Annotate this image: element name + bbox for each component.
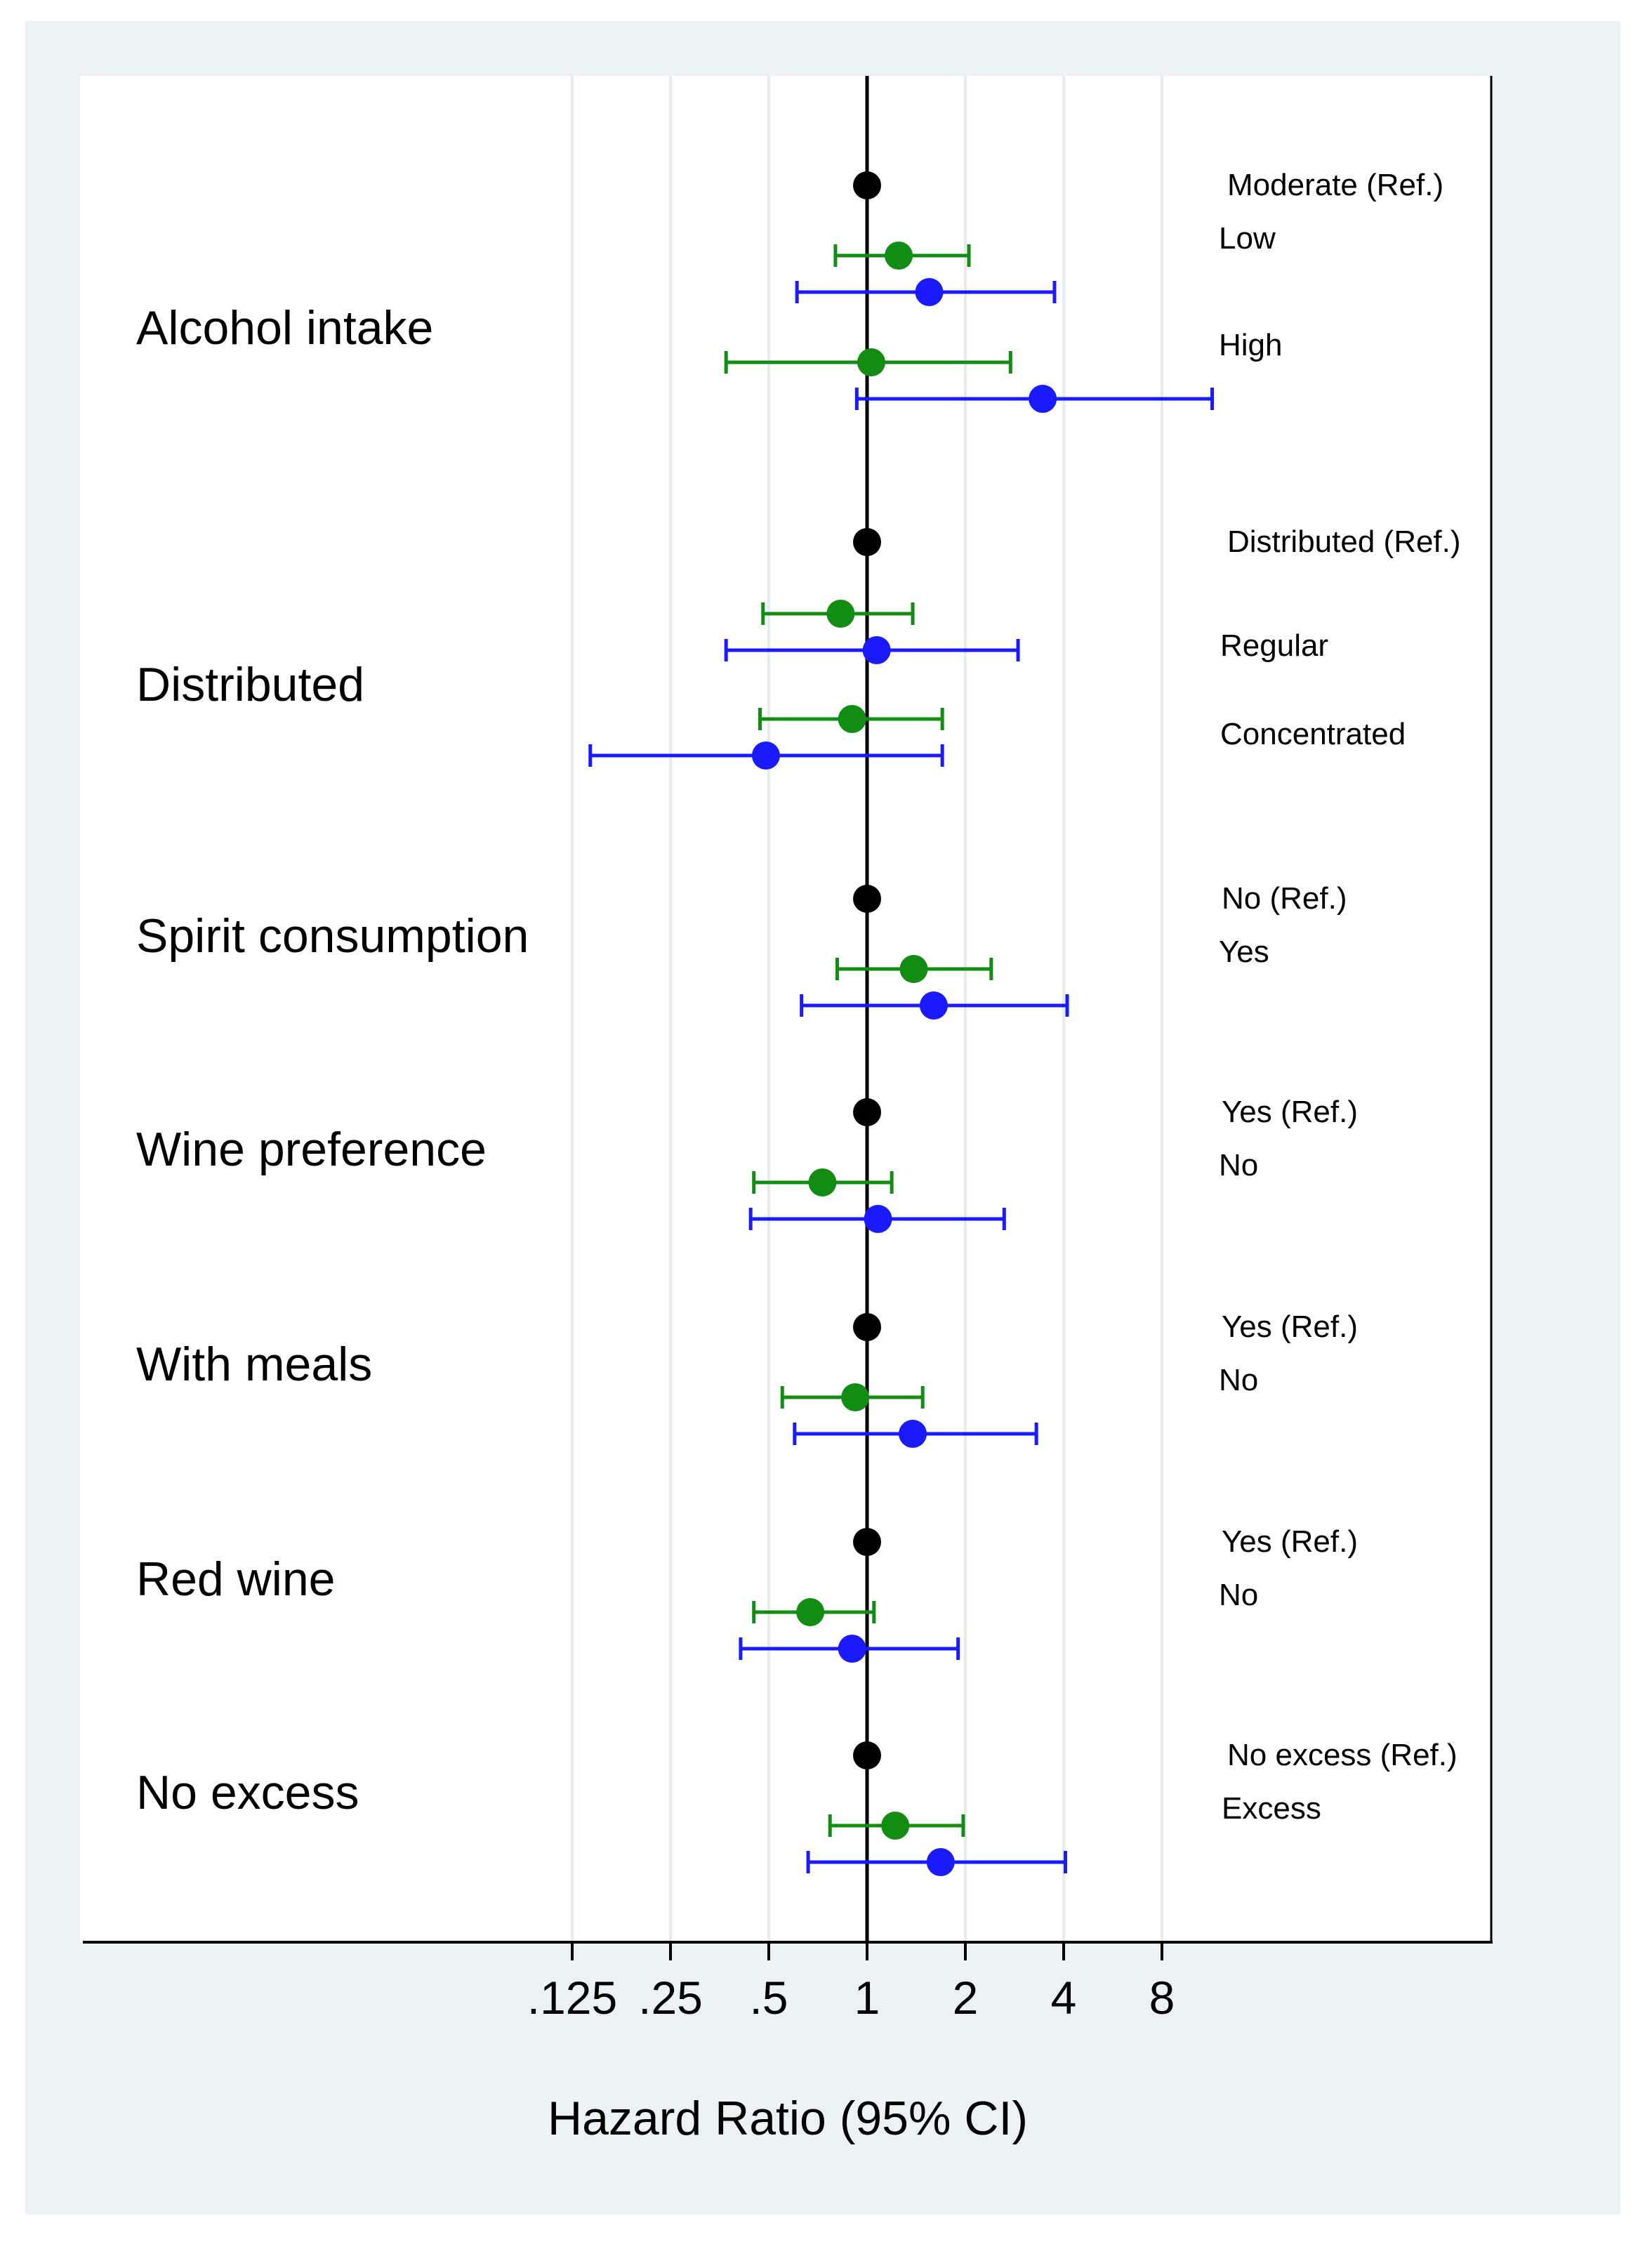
x-tick-label: 1 (854, 1972, 880, 2024)
x-axis-ticks: .125 .25 .5 1 2 4 8 (527, 1942, 1175, 2024)
level-label: No (1219, 1148, 1258, 1182)
x-tick-label: .125 (527, 1972, 617, 2024)
x-axis-title: Hazard Ratio (95% CI) (548, 2092, 1028, 2145)
level-label: High (1219, 328, 1283, 362)
point-reference-yes-ref (853, 1528, 881, 1556)
level-label: Regular (1220, 628, 1328, 663)
point-reference-distributed-ref (853, 528, 881, 556)
level-label: No (Ref.) (1222, 881, 1347, 916)
level-label: Excess (1222, 1791, 1321, 1826)
point-green-regular (826, 600, 855, 628)
point-green-low (885, 242, 913, 270)
point-reference-yes-ref (853, 1098, 881, 1126)
group-label: Distributed (136, 658, 364, 711)
point-blue-yes (919, 991, 948, 1020)
row-labels: Alcohol intake Moderate (Ref.) Low High Dist… (136, 168, 1461, 1826)
x-tick-label: .5 (749, 1972, 788, 2024)
point-reference-moderate-ref (853, 171, 881, 199)
level-label: Distributed (Ref.) (1227, 525, 1461, 559)
point-green-no (808, 1168, 837, 1196)
point-blue-no (864, 1205, 892, 1233)
point-green-concentrated (838, 705, 866, 733)
point-green-no (841, 1383, 870, 1411)
x-tick-label: 4 (1051, 1972, 1077, 2024)
point-green-yes (899, 955, 928, 983)
x-tick-label: 2 (953, 1972, 979, 2024)
level-label: Yes (Ref.) (1222, 1310, 1358, 1344)
estimates (588, 171, 1215, 1876)
point-blue-low (915, 278, 944, 306)
point-reference-no-excess-ref (853, 1741, 881, 1769)
point-blue-high (1029, 385, 1057, 413)
plot-area (80, 76, 1491, 1942)
group-label: Wine preference (136, 1123, 487, 1176)
level-label: Yes (1219, 935, 1269, 969)
point-blue-concentrated (751, 741, 780, 770)
level-label: No (1219, 1578, 1258, 1612)
point-blue-no (899, 1420, 927, 1448)
group-label: Spirit consumption (136, 909, 529, 963)
x-tick-label: 8 (1149, 1972, 1175, 2024)
group-label: No excess (136, 1766, 359, 1819)
level-label: No excess (Ref.) (1227, 1738, 1458, 1772)
group-label: With meals (136, 1338, 372, 1391)
point-green-excess (881, 1812, 910, 1840)
group-label: Alcohol intake (136, 301, 433, 355)
level-label: Yes (Ref.) (1222, 1095, 1358, 1129)
level-label: No (1219, 1363, 1258, 1397)
point-blue-excess (926, 1848, 955, 1876)
level-label: Low (1219, 221, 1276, 256)
grid-lines (571, 76, 1163, 1942)
level-label: Moderate (Ref.) (1227, 168, 1443, 202)
point-blue-regular (862, 636, 891, 664)
point-green-high (857, 348, 885, 376)
level-label: Concentrated (1220, 717, 1406, 751)
point-reference-yes-ref (853, 1313, 881, 1341)
group-label: Red wine (136, 1552, 336, 1606)
point-blue-no (838, 1635, 866, 1663)
x-tick-label: .25 (638, 1972, 703, 2024)
level-label: Yes (Ref.) (1222, 1524, 1358, 1559)
point-reference-no-ref (853, 885, 881, 913)
point-green-no (796, 1598, 825, 1626)
